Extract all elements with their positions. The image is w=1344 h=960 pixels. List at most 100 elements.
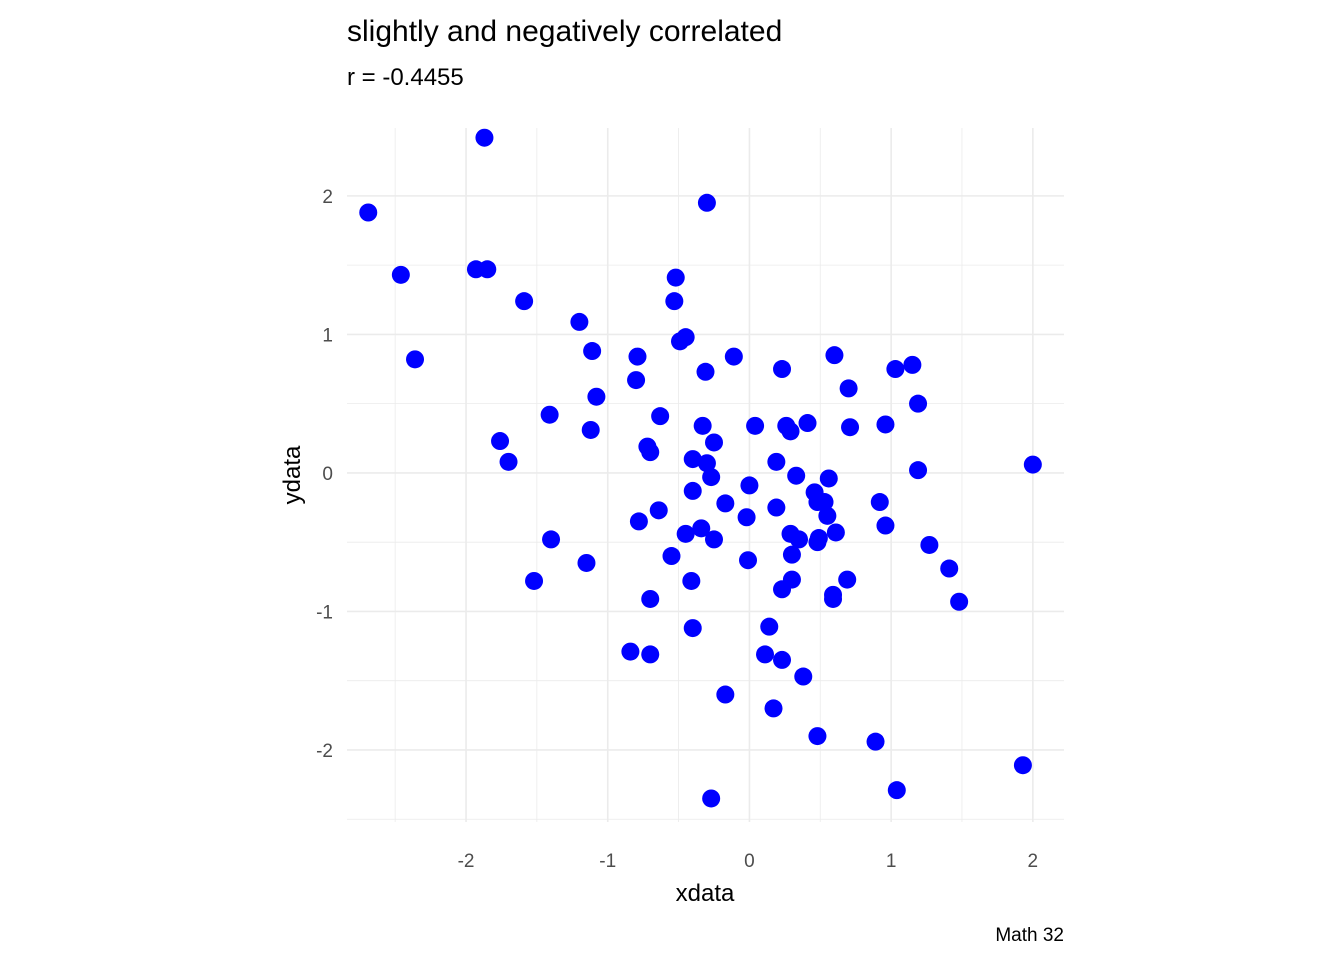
data-point [808, 727, 827, 746]
data-point [887, 781, 906, 800]
data-point [540, 405, 559, 424]
data-point [716, 685, 735, 704]
data-point [587, 387, 606, 406]
data-point [359, 203, 378, 222]
x-tick-labels: -2 -1 0 1 2 [458, 851, 1039, 872]
data-point [826, 523, 845, 542]
y-tick-label: 1 [322, 325, 333, 346]
data-point [682, 571, 701, 590]
data-point [739, 551, 758, 570]
data-point [577, 553, 596, 572]
data-point [391, 265, 410, 284]
data-point [683, 450, 702, 469]
data-point [737, 508, 756, 527]
data-point [819, 469, 838, 488]
data-point [628, 347, 647, 366]
data-point [583, 342, 602, 361]
data-point [870, 493, 889, 512]
x-tick-label: -2 [458, 851, 475, 872]
x-tick-label: 0 [744, 851, 755, 872]
data-point [903, 355, 922, 374]
data-point [696, 362, 715, 381]
x-axis-title: xdata [676, 880, 735, 907]
data-points [359, 128, 1042, 808]
data-point [746, 416, 765, 435]
data-point [876, 516, 895, 535]
data-point [716, 494, 735, 513]
data-point [499, 452, 518, 471]
data-point [705, 433, 724, 452]
data-point [629, 512, 648, 531]
data-point [478, 260, 497, 279]
data-point [841, 418, 860, 437]
data-point [676, 524, 695, 543]
data-point [570, 312, 589, 331]
data-point [838, 570, 857, 589]
data-point [909, 394, 928, 413]
y-tick-label: 2 [322, 187, 333, 208]
data-point [818, 506, 837, 525]
data-point [683, 481, 702, 500]
data-point [665, 292, 684, 311]
data-point [886, 360, 905, 379]
y-tick-label: -1 [316, 602, 333, 623]
data-point [702, 468, 721, 487]
data-point [740, 476, 759, 495]
data-point [756, 645, 775, 664]
data-point [782, 545, 801, 564]
data-point [676, 328, 695, 347]
data-point [649, 501, 668, 520]
data-point [651, 407, 670, 426]
x-tick-label: -1 [599, 851, 616, 872]
data-point [683, 619, 702, 638]
data-point [705, 530, 724, 549]
data-point [515, 292, 534, 311]
data-point [940, 559, 959, 578]
data-point [702, 789, 721, 808]
data-point [475, 128, 494, 147]
data-point [621, 642, 640, 661]
data-point [773, 650, 792, 669]
data-point [839, 379, 858, 398]
data-point [773, 360, 792, 379]
chart-title: slightly and negatively correlated [347, 15, 782, 48]
data-point [662, 547, 681, 566]
x-tick-label: 1 [886, 851, 897, 872]
data-point [781, 422, 800, 441]
data-point [815, 493, 834, 512]
data-point [760, 617, 779, 636]
data-point [794, 667, 813, 686]
data-point [950, 592, 969, 611]
data-point [581, 420, 600, 439]
data-point [920, 535, 939, 554]
data-point [767, 498, 786, 517]
data-point [790, 530, 809, 549]
data-point [724, 347, 743, 366]
data-point [525, 571, 544, 590]
data-point [1023, 455, 1042, 474]
data-point [641, 645, 660, 664]
y-axis-title: ydata [279, 445, 306, 504]
data-point [406, 350, 425, 369]
data-point [692, 519, 711, 538]
data-point [825, 346, 844, 365]
data-point [627, 371, 646, 390]
data-point [764, 699, 783, 718]
y-tick-label: -2 [316, 741, 333, 762]
data-point [824, 589, 843, 608]
data-point [876, 415, 895, 434]
data-point [542, 530, 561, 549]
data-point [697, 193, 716, 212]
y-tick-label: 0 [322, 464, 333, 485]
data-point [641, 443, 660, 462]
chart-caption: Math 32 [995, 925, 1064, 946]
data-point [909, 461, 928, 480]
data-point [798, 414, 817, 433]
data-point [697, 454, 716, 473]
data-point [767, 452, 786, 471]
chart-subtitle: r = -0.4455 [347, 64, 464, 91]
x-tick-label: 2 [1028, 851, 1039, 872]
data-point [693, 416, 712, 435]
data-point [1013, 756, 1032, 775]
